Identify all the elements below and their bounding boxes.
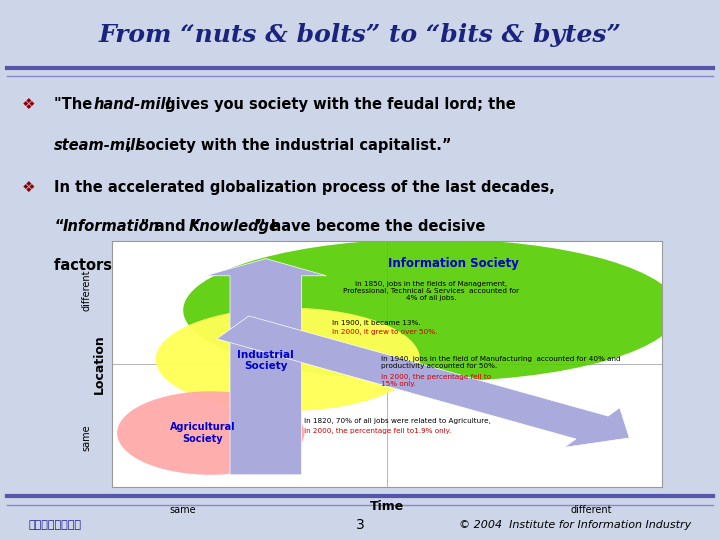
Text: ” have become the decisive: ” have become the decisive	[256, 219, 485, 234]
Text: 創新、開發、實踐: 創新、開發、實踐	[29, 519, 82, 530]
Text: gives you society with the feudal lord; the: gives you society with the feudal lord; …	[160, 97, 516, 112]
Text: In 1940, jobs in the field of Manufacturing  accounted for 40% and
productivity : In 1940, jobs in the field of Manufactur…	[382, 356, 621, 369]
Text: In 1900, it became 13%.: In 1900, it became 13%.	[332, 320, 420, 326]
Text: factors in determining a nation’s: factors in determining a nation’s	[54, 259, 332, 273]
Text: ❖: ❖	[22, 97, 35, 112]
Text: “: “	[54, 219, 63, 234]
Text: different: different	[570, 505, 611, 515]
Text: ❖: ❖	[22, 180, 35, 195]
Text: In 2000, the percentage fell to1.9% only.: In 2000, the percentage fell to1.9% only…	[305, 428, 451, 434]
Text: competitiveness: competitiveness	[283, 259, 418, 273]
Ellipse shape	[117, 392, 305, 475]
Text: From “nuts & bolts” to “bits & bytes”: From “nuts & bolts” to “bits & bytes”	[99, 23, 621, 47]
Text: In 2000, it grew to over 50%.: In 2000, it grew to over 50%.	[332, 329, 437, 335]
Text: Industrial
Society: Industrial Society	[238, 350, 294, 372]
Text: , society with the industrial capitalist.”: , society with the industrial capitalist…	[126, 138, 451, 153]
Text: In 1850, jobs in the fields of Management,
Professional, Technical & Services  a: In 1850, jobs in the fields of Managemen…	[343, 281, 519, 301]
Text: Time: Time	[370, 500, 404, 513]
Text: Knowledge: Knowledge	[189, 219, 279, 234]
Text: .: .	[386, 259, 392, 273]
Text: Information: Information	[63, 219, 160, 234]
Text: "The: "The	[54, 97, 97, 112]
Text: In the accelerated globalization process of the last decades,: In the accelerated globalization process…	[54, 180, 555, 195]
Text: hand-mill: hand-mill	[94, 97, 171, 112]
Text: Information Society: Information Society	[387, 257, 518, 270]
Ellipse shape	[156, 308, 420, 411]
FancyArrow shape	[217, 316, 629, 447]
Text: same: same	[170, 505, 197, 515]
Text: ” and “: ” and “	[140, 219, 201, 234]
Ellipse shape	[183, 239, 679, 381]
Text: In 2000, the percentage fell to
15% only.: In 2000, the percentage fell to 15% only…	[382, 374, 492, 387]
Text: same: same	[81, 424, 91, 451]
Text: © 2004  Institute for Information Industry: © 2004 Institute for Information Industr…	[459, 519, 691, 530]
Text: Agricultural
Society: Agricultural Society	[170, 422, 235, 444]
Text: 3: 3	[356, 518, 364, 531]
Text: different: different	[81, 270, 91, 311]
Y-axis label: Location: Location	[93, 334, 106, 394]
Text: In 1820, 70% of all jobs were related to Agriculture,: In 1820, 70% of all jobs were related to…	[305, 418, 491, 424]
Text: steam-mill: steam-mill	[54, 138, 141, 153]
FancyArrow shape	[205, 259, 326, 475]
